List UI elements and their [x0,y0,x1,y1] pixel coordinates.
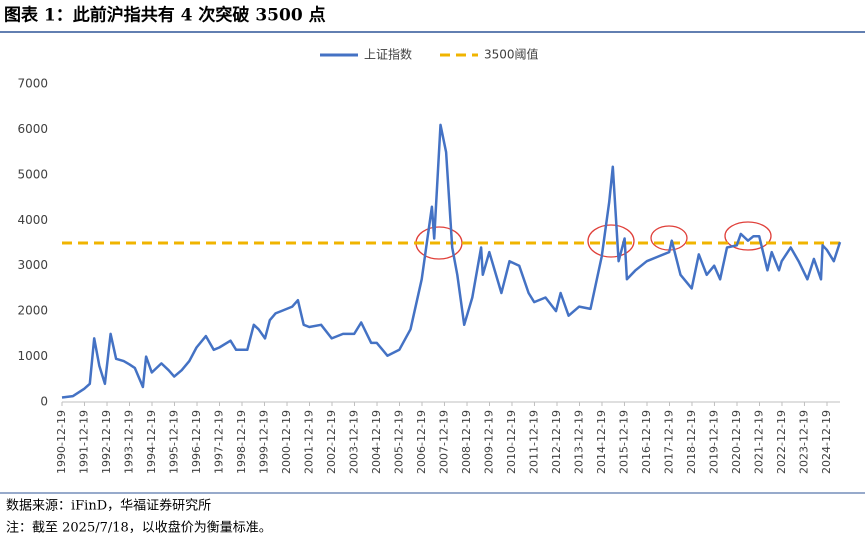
x-tick-label: 1998-12-19 [235,410,248,474]
highlights [415,221,772,260]
x-tick-label: 2021-12-19 [752,410,765,474]
y-tick-label: 4000 [17,213,48,227]
x-tick-label: 2001-12-19 [303,410,316,474]
x-tick-label: 2010-12-19 [505,410,518,474]
x-tick-label: 2016-12-19 [640,410,653,474]
x-tick-label: 2024-12-19 [820,410,833,474]
x-tick-label: 2004-12-19 [370,410,383,474]
x-tick-label: 2007-12-19 [437,410,450,474]
x-tick-label: 1991-12-19 [77,410,90,474]
chart-title: 图表 1：此前沪指共有 4 次突破 3500 点 [4,5,326,26]
x-tick-label: 2023-12-19 [797,410,810,474]
highlight-ellipse [587,224,635,258]
y-tick-label: 5000 [17,167,48,181]
x-tick-label: 1999-12-19 [257,410,270,474]
x-tick-label: 2018-12-19 [685,410,698,474]
x-tick-label: 2002-12-19 [325,410,338,474]
y-tick-label: 0 [40,395,48,409]
x-tick-label: 1997-12-19 [213,410,226,474]
x-tick-label: 2005-12-19 [393,410,406,474]
y-tick-label: 6000 [17,122,48,136]
legend-label: 上证指数 [364,47,412,62]
x-tick-label: 1995-12-19 [167,410,180,474]
note: 注：截至 2025/7/18，以收盘价为衡量标准。 [6,520,272,536]
x-tick-label: 2000-12-19 [280,410,293,474]
x-tick-label: 2006-12-19 [415,410,428,474]
highlight-ellipse [724,221,772,251]
y-tick-label: 7000 [17,77,48,91]
x-tick-label: 2013-12-19 [572,410,585,474]
x-tick-label: 2019-12-19 [707,410,720,474]
x-tick-label: 2003-12-19 [347,410,360,474]
x-tick-label: 2008-12-19 [460,410,473,474]
y-tick-label: 3000 [17,258,48,272]
x-tick-label: 2014-12-19 [595,410,608,474]
x-tick-label: 2009-12-19 [482,410,495,474]
x-tick-label: 2011-12-19 [527,410,540,474]
x-tick-label: 1992-12-19 [100,410,113,474]
x-tick-label: 2012-12-19 [550,410,563,474]
x-tick-label: 2017-12-19 [662,410,675,474]
x-tick-label: 1994-12-19 [145,410,158,474]
x-tick-label: 1996-12-19 [190,410,203,474]
source: 数据来源：iFinD，华福证券研究所 [6,498,211,514]
y-tick-label: 2000 [17,304,48,318]
y-tick-label: 1000 [17,349,48,363]
x-tick-label: 1993-12-19 [123,410,136,474]
x-tick-label: 2020-12-19 [730,410,743,474]
x-tick-label: 2022-12-19 [775,410,788,474]
x-tick-label: 2015-12-19 [617,410,630,474]
x-tick-label: 1990-12-19 [55,410,68,474]
highlight-ellipse [650,225,688,251]
legend-label: 3500阈值 [484,47,539,62]
series-line [61,123,842,399]
